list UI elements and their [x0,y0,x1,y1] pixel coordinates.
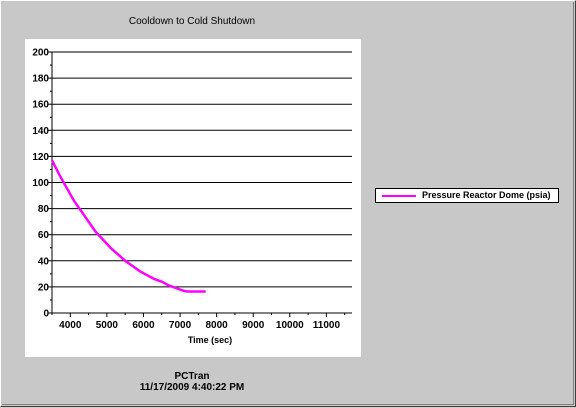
x-tick-label-7000: 7000 [169,320,192,331]
legend-label-pressure: Pressure Reactor Dome (psia) [422,190,551,200]
x-tick-label-5000: 5000 [96,320,119,331]
footer-app-name: PCTran [174,371,210,382]
y-tick-label-120: 120 [32,152,49,163]
x-tick-label-11000: 11000 [313,320,341,331]
x-tick-label-10000: 10000 [276,320,304,331]
chart-title: Cooldown to Cold Shutdown [128,16,256,27]
series-line-0 [50,159,206,293]
x-axis-label: Time (sec) [188,335,232,345]
plot-area [25,39,361,357]
y-tick-label-40: 40 [38,256,50,267]
y-tick-label-100: 100 [32,178,49,189]
chart-legend[interactable]: Pressure Reactor Dome (psia) [375,188,559,203]
y-tick-label-20: 20 [38,282,50,293]
legend-swatch-pressure [382,195,416,197]
y-tick-label-160: 160 [32,100,49,111]
y-tick-label-200: 200 [32,48,49,59]
y-tick-label-140: 140 [32,126,49,137]
y-tick-label-80: 80 [38,204,50,215]
footer-timestamp: 11/17/2009 4:40:22 PM [139,382,245,393]
x-tick-label-9000: 9000 [242,320,265,331]
y-tick-label-180: 180 [32,74,49,85]
y-tick-label-0: 0 [43,309,49,320]
x-tick-label-8000: 8000 [206,320,229,331]
x-tick-label-4000: 4000 [59,320,82,331]
y-tick-label-60: 60 [38,230,50,241]
x-tick-label-6000: 6000 [132,320,155,331]
